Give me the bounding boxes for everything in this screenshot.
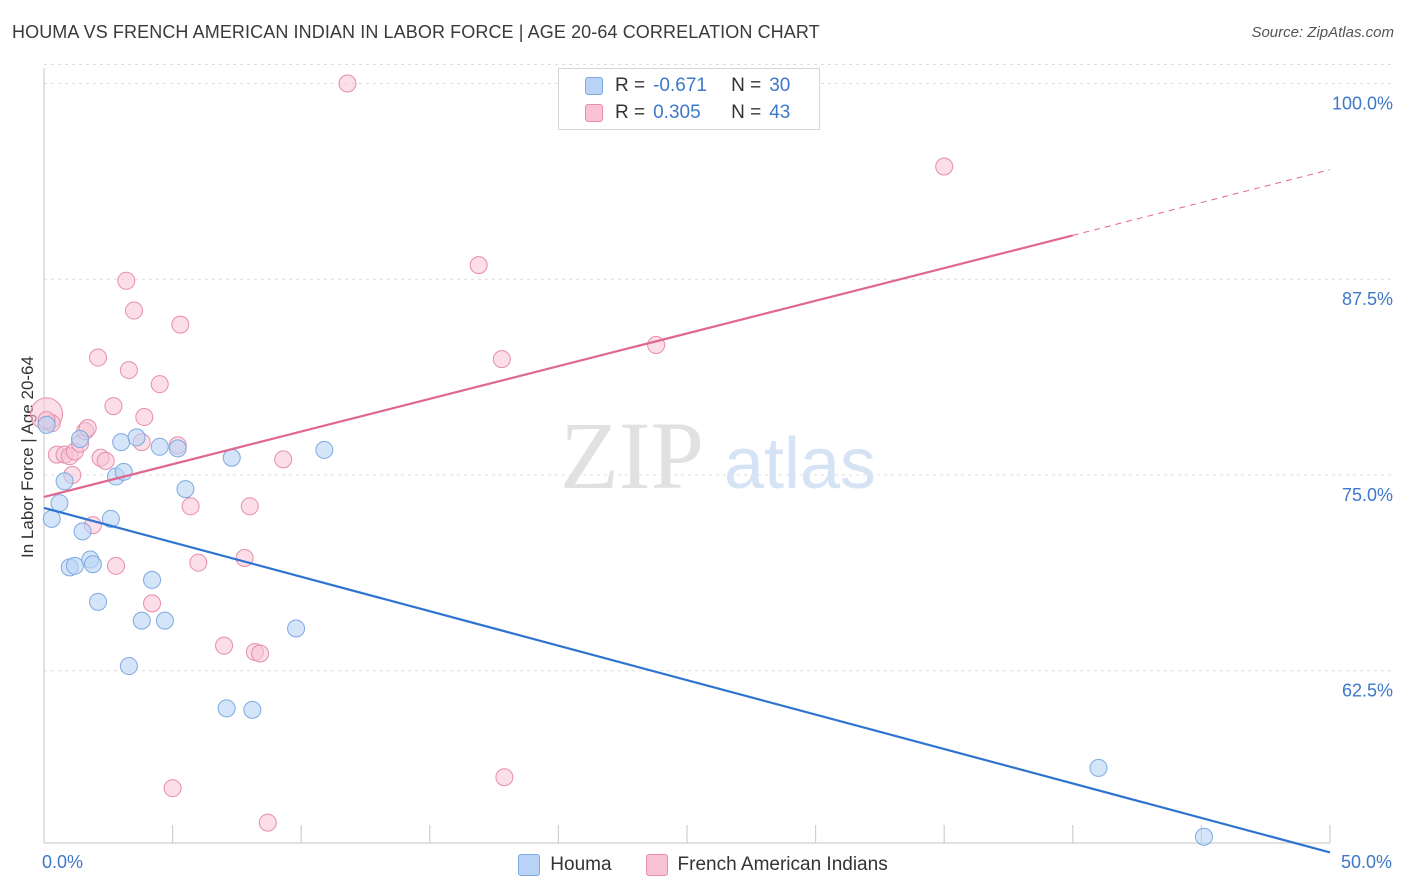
french-point xyxy=(143,594,162,613)
watermark: ZIP atlas xyxy=(560,402,876,509)
french-point xyxy=(125,301,144,320)
houma-point xyxy=(119,657,138,676)
houma-point xyxy=(1194,827,1213,846)
french-point xyxy=(215,636,234,655)
source-label: Source: ZipAtlas.com xyxy=(1251,24,1394,41)
french-point xyxy=(96,451,115,470)
french-point xyxy=(117,271,136,290)
french-point xyxy=(469,256,488,275)
grid-lines xyxy=(44,63,1392,672)
watermark-zip: ZIP xyxy=(560,402,704,509)
trend-lines xyxy=(43,169,1331,854)
legend-item-houma[interactable]: Houma xyxy=(518,854,612,876)
french-point xyxy=(171,315,190,334)
houma-point xyxy=(243,700,262,719)
legend-item-french[interactable]: French American Indians xyxy=(645,854,888,876)
french-legend-label: French American Indians xyxy=(677,854,888,875)
houma-point xyxy=(83,555,102,574)
french-point xyxy=(104,397,123,416)
series-legend: Houma French American Indians xyxy=(0,852,1406,878)
r-label: R = xyxy=(615,75,646,96)
n-label: N = xyxy=(731,102,762,123)
houma-point xyxy=(176,480,195,499)
houma-legend-swatch xyxy=(518,854,541,876)
y-tick-label: 75.0% xyxy=(1342,485,1393,505)
y-tick-labels: 62.5% 75.0% 87.5% 100.0% xyxy=(1332,93,1393,700)
french-trend-extension xyxy=(1072,169,1331,236)
french-r-value: 0.305 xyxy=(653,102,701,123)
houma-point xyxy=(101,509,120,528)
french-point xyxy=(492,350,511,369)
french-point xyxy=(495,768,514,787)
y-tick-label: 62.5% xyxy=(1342,681,1393,701)
houma-point xyxy=(127,428,146,447)
houma-point xyxy=(315,440,334,459)
houma-point xyxy=(1089,758,1108,777)
french-point xyxy=(89,348,108,367)
french-point xyxy=(935,157,954,176)
french-point xyxy=(181,497,200,516)
legend-row-french: R = 0.305 N = 43 xyxy=(585,100,790,126)
x-tick-label-min: 0.0% xyxy=(42,852,84,872)
watermark-atlas: atlas xyxy=(724,424,876,504)
houma-point xyxy=(42,509,61,528)
french-point xyxy=(163,779,182,798)
french-point xyxy=(251,644,270,663)
french-trend-line xyxy=(43,234,1074,498)
houma-points xyxy=(37,415,1213,846)
french-point xyxy=(119,361,138,380)
french-point xyxy=(240,497,259,516)
french-legend-swatch xyxy=(645,854,668,876)
french-point xyxy=(135,408,154,427)
houma-point xyxy=(89,592,108,611)
houma-point xyxy=(287,619,306,638)
houma-point xyxy=(50,494,69,513)
french-point xyxy=(107,556,126,575)
french-point xyxy=(258,813,277,832)
chart-title: HOUMA VS FRENCH AMERICAN INDIAN IN LABOR… xyxy=(12,22,820,42)
houma-legend-label: Houma xyxy=(550,854,612,875)
houma-point xyxy=(143,570,162,589)
y-tick-label: 100.0% xyxy=(1332,93,1393,113)
y-tick-label: 87.5% xyxy=(1342,289,1393,309)
houma-point xyxy=(132,611,151,630)
legend-row-houma: R = -0.671 N = 30 xyxy=(585,73,790,99)
french-point xyxy=(274,450,293,469)
houma-point xyxy=(55,472,74,491)
correlation-legend: R = -0.671 N = 30 R = 0.305 N = 43 xyxy=(558,68,820,130)
x-tick-label-max: 50.0% xyxy=(1340,852,1392,872)
french-point xyxy=(338,74,357,93)
houma-point xyxy=(37,415,56,434)
french-swatch xyxy=(585,104,603,122)
french-point xyxy=(189,553,208,572)
r-label: R = xyxy=(615,102,646,123)
houma-point xyxy=(73,522,92,541)
houma-point xyxy=(155,611,174,630)
houma-point xyxy=(168,439,187,458)
houma-swatch xyxy=(585,77,603,95)
houma-point xyxy=(71,429,90,448)
n-label: N = xyxy=(731,75,762,96)
houma-point xyxy=(217,699,236,718)
houma-trend-line xyxy=(43,506,1331,854)
houma-n-value: 30 xyxy=(769,75,791,96)
french-n-value: 43 xyxy=(769,102,791,123)
french-point xyxy=(150,375,169,394)
houma-r-value: -0.671 xyxy=(653,75,707,96)
houma-point xyxy=(65,556,84,575)
houma-point xyxy=(150,437,169,456)
houma-point xyxy=(112,433,131,452)
axes xyxy=(43,68,1331,844)
